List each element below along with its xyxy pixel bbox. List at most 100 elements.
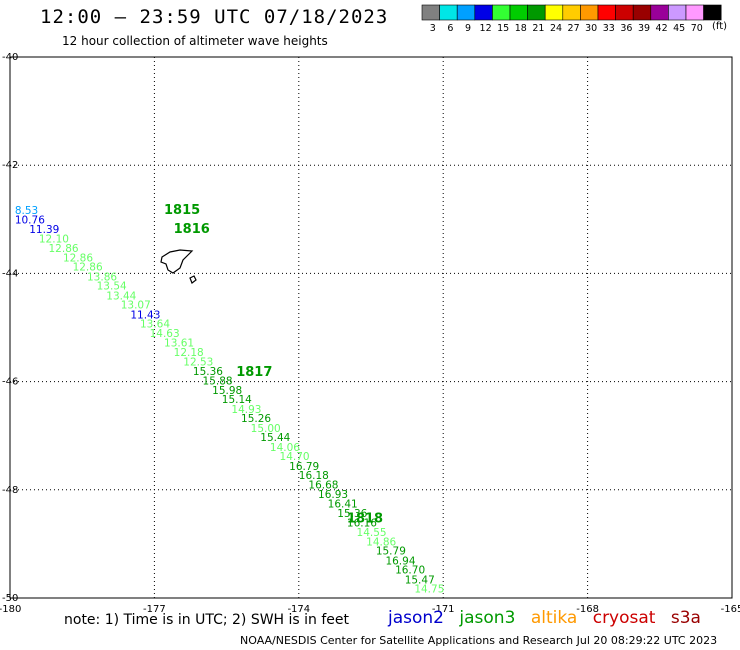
- colorbar-bin: [668, 4, 687, 21]
- colorbar-tick-label: 21: [532, 23, 544, 34]
- chart-title: 12:00 — 23:59 UTC 07/18/2023: [40, 6, 389, 28]
- wave-height-value: 15.26: [241, 413, 271, 425]
- colorbar-bin: [580, 4, 599, 21]
- chart-subtitle: 12 hour collection of altimeter wave hei…: [62, 34, 328, 48]
- units-note: note: 1) Time is in UTC; 2) SWH is in fe…: [64, 612, 350, 628]
- wave-height-value: 13.07: [121, 300, 151, 312]
- x-tick-label: -171: [432, 604, 455, 615]
- wave-height-value: 15.44: [260, 432, 290, 444]
- wave-height-value: 15.36: [337, 508, 367, 520]
- colorbar-tick-label: 70: [691, 23, 703, 34]
- wave-height-value: 14.70: [280, 451, 310, 463]
- y-tick-label: -46: [2, 377, 18, 388]
- legend-altika: altika: [530, 608, 578, 628]
- colorbar-bin: [685, 4, 704, 21]
- pitt-island-outline: [189, 275, 197, 284]
- x-tick-label: -168: [576, 604, 599, 615]
- x-tick-label: -165: [721, 604, 740, 615]
- wave-height-value: 10.76: [15, 215, 45, 227]
- colorbar-tick-label: 45: [673, 23, 685, 34]
- wave-height-value: 16.79: [289, 461, 319, 473]
- colorbar-tick-label: 36: [620, 23, 632, 34]
- colorbar-tick-label: 27: [568, 23, 580, 34]
- wave-height-value: 16.18: [299, 470, 329, 482]
- wave-height-value: 13.61: [164, 337, 194, 349]
- time-label: 1818: [347, 511, 383, 526]
- wave-height-value: 16.94: [385, 555, 415, 567]
- wave-height-value: 15.98: [212, 385, 242, 397]
- colorbar-bin: [439, 4, 458, 21]
- colorbar-bin: [562, 4, 581, 21]
- colorbar-bin: [703, 4, 722, 21]
- wave-height-value: 15.00: [251, 423, 281, 435]
- wave-height-value: 16.93: [318, 489, 348, 501]
- colorbar-bin: [456, 4, 476, 21]
- wave-height-value: 14.86: [366, 537, 396, 549]
- x-tick-label: -174: [287, 604, 310, 615]
- wave-height-value: 12.86: [49, 243, 79, 255]
- wave-height-value: 13.86: [87, 271, 117, 283]
- wave-height-value: 12.86: [73, 262, 103, 274]
- wave-height-value: 14.75: [414, 584, 444, 596]
- colorbar-bin: [509, 4, 528, 21]
- y-tick-label: -42: [2, 160, 18, 171]
- colorbar-bin: [650, 4, 669, 21]
- wave-height-value: 12.86: [63, 252, 93, 264]
- wave-height-value: 16.41: [328, 499, 358, 511]
- colorbar-bin: [421, 4, 440, 21]
- wave-height-value: 12.53: [183, 356, 213, 368]
- colorbar-bin: [474, 4, 493, 21]
- wave-height-value: 16.16: [347, 518, 377, 530]
- credit-line: NOAA/NESDIS Center for Satellite Applica…: [240, 634, 718, 647]
- colorbar-unit: (ft): [712, 21, 728, 32]
- colorbar-tick-label: 18: [515, 23, 527, 34]
- colorbar-tick-label: 30: [585, 23, 597, 34]
- colorbar-bin: [615, 4, 634, 21]
- legend-jason3: jason3: [459, 608, 516, 628]
- wave-height-value: 15.36: [193, 366, 223, 378]
- wave-height-value: 15.14: [222, 394, 252, 406]
- wave-height-value: 8.53: [15, 205, 38, 217]
- wave-height-value: 12.10: [39, 234, 69, 246]
- time-label: 1817: [236, 365, 272, 380]
- wave-height-value: 13.54: [97, 281, 127, 293]
- satellite-legend: jason2 jason3 altika cryosat s3a: [388, 608, 711, 628]
- legend-s3a: s3a: [670, 608, 701, 628]
- legend-jason2: jason2: [388, 608, 444, 628]
- plot-frame: [9, 56, 733, 599]
- colorbar-tick-label: 12: [480, 23, 492, 34]
- wave-height-value: 13.64: [140, 319, 170, 331]
- colorbar-tick-label: 39: [638, 23, 650, 34]
- wave-height-value: 14.55: [357, 527, 387, 539]
- wave-height-value: 16.70: [395, 565, 425, 577]
- y-tick-label: -50: [2, 593, 18, 604]
- time-label: 1815: [164, 203, 200, 218]
- wave-height-value: 13.44: [106, 290, 136, 302]
- colorbar-bin: [544, 4, 564, 21]
- wave-height-value: 14.06: [270, 442, 300, 454]
- colorbar-tick-label: 3: [430, 23, 436, 34]
- colorbar-bin: [632, 4, 652, 21]
- x-tick-label: -177: [143, 604, 166, 615]
- colorbar-tick-label: 15: [497, 23, 509, 34]
- y-tick-label: -48: [2, 485, 18, 496]
- colorbar-bin: [492, 4, 511, 21]
- wave-height-value: 15.88: [203, 375, 233, 387]
- wave-height-value: 11.43: [130, 309, 160, 321]
- wave-height-value: 15.79: [376, 546, 406, 558]
- colorbar-tick-label: 9: [465, 23, 471, 34]
- legend-cryosat: cryosat: [592, 608, 656, 628]
- wave-height-value: 16.68: [308, 480, 338, 492]
- x-tick-label: -180: [0, 604, 21, 615]
- colorbar-tick-label: 33: [603, 23, 615, 34]
- wave-height-value: 14.93: [231, 404, 261, 416]
- wave-height-value: 11.39: [29, 224, 59, 236]
- wave-height-value: 15.47: [405, 574, 435, 586]
- time-label: 1816: [174, 222, 210, 237]
- y-tick-label: -40: [2, 52, 18, 63]
- wave-height-value: 14.63: [150, 328, 180, 340]
- colorbar-bin: [597, 4, 616, 21]
- y-tick-label: -44: [2, 268, 18, 279]
- colorbar-tick-label: 24: [550, 23, 562, 34]
